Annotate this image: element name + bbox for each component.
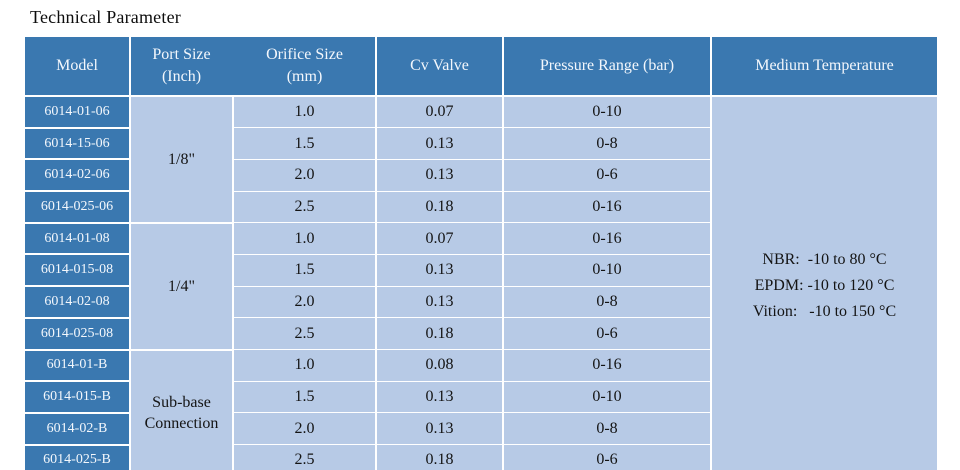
page-title: Technical Parameter [30, 7, 181, 27]
table-row: 6014-025-06 2.5 0.18 0-16 [25, 190, 937, 223]
cv-cell: 0.13 [375, 127, 503, 160]
model-cell: 6014-02-08 [25, 285, 130, 318]
column-header-orifice-size: Orifice Size (mm) [232, 37, 376, 97]
column-header-pressure-range: Pressure Range (bar) [502, 37, 711, 97]
orifice-cell: 2.0 [232, 412, 376, 445]
column-header-port-size: Port Size (Inch) [129, 37, 233, 97]
cv-cell: 0.18 [375, 317, 503, 350]
model-cell: 6014-01-06 [25, 95, 130, 128]
model-cell: 6014-02-06 [25, 158, 130, 192]
pressure-cell: 0-10 [502, 95, 711, 128]
pressure-cell: 0-8 [502, 412, 711, 445]
table-row: 6014-025-08 2.5 0.18 0-6 [25, 316, 937, 350]
header-row: Model Port Size (Inch) Orifice Size (mm)… [25, 37, 937, 97]
pressure-cell: 0-6 [502, 317, 711, 350]
orifice-cell: 1.5 [232, 253, 376, 287]
table-row: 6014-015-B 1.5 0.13 0-10 [25, 380, 937, 413]
port-size-cell: 1/8" [129, 95, 233, 223]
cv-cell: 0.08 [375, 349, 503, 382]
pressure-cell: 0-6 [502, 444, 711, 470]
technical-parameter-table: Model Port Size (Inch) Orifice Size (mm)… [25, 37, 937, 470]
cv-cell: 0.13 [375, 253, 503, 287]
pressure-cell: 0-6 [502, 158, 711, 192]
orifice-cell: 1.0 [232, 222, 376, 255]
table-row: 6014-01-08 1/4" 1.0 0.07 0-16 [25, 221, 937, 350]
model-cell: 6014-025-B [25, 443, 130, 470]
orifice-cell: 1.5 [232, 380, 376, 413]
pressure-cell: 0-10 [502, 253, 711, 287]
model-cell: 6014-02-B [25, 411, 130, 445]
orifice-cell: 2.5 [232, 317, 376, 350]
port-size-cell: Sub-base Connection [129, 348, 233, 470]
orifice-cell: 2.5 [232, 190, 376, 223]
pressure-cell: 0-16 [502, 190, 711, 223]
table-row: 6014-015-08 1.5 0.13 0-10 [25, 253, 937, 287]
table-row: 6014-02-08 2.0 0.13 0-8 [25, 285, 937, 318]
model-cell: 6014-015-08 [25, 253, 130, 287]
model-cell: 6014-015-B [25, 380, 130, 413]
pressure-cell: 0-16 [502, 222, 711, 255]
cv-cell: 0.18 [375, 444, 503, 470]
column-header-medium-temperature: Medium Temperature [710, 37, 937, 97]
cv-cell: 0.13 [375, 285, 503, 318]
orifice-cell: 2.5 [232, 444, 376, 470]
medium-temperature-line: Vition: -10 to 150 °C [752, 303, 897, 321]
cv-cell: 0.13 [375, 412, 503, 445]
table-row: 6014-02-06 2.0 0.13 0-6 [25, 158, 937, 192]
cv-cell: 0.07 [375, 222, 503, 255]
port-size-cell: 1/4" [129, 221, 233, 350]
table-row: 6014-01-B Sub-base Connection 1.0 0.08 0… [25, 348, 937, 470]
orifice-cell: 2.0 [232, 285, 376, 318]
orifice-cell: 1.5 [232, 127, 376, 160]
cv-cell: 0.13 [375, 158, 503, 192]
model-cell: 6014-025-08 [25, 316, 130, 350]
model-cell: 6014-025-06 [25, 190, 130, 223]
orifice-cell: 1.0 [232, 349, 376, 382]
cv-cell: 0.18 [375, 190, 503, 223]
pressure-cell: 0-8 [502, 285, 711, 318]
cv-cell: 0.13 [375, 380, 503, 413]
pressure-cell: 0-16 [502, 349, 711, 382]
table-row: 6014-02-B 2.0 0.13 0-8 [25, 411, 937, 445]
cv-cell: 0.07 [375, 95, 503, 128]
medium-temperature-line: NBR: -10 to 80 °C [762, 251, 887, 269]
pressure-cell: 0-8 [502, 127, 711, 160]
table-row: 6014-15-06 1.5 0.13 0-8 [25, 126, 937, 160]
model-cell: 6014-01-B [25, 348, 130, 382]
pressure-cell: 0-10 [502, 380, 711, 413]
column-header-cv-valve: Cv Valve [375, 37, 503, 97]
medium-temperature-line: EPDM: -10 to 120 °C [754, 277, 895, 295]
orifice-cell: 1.0 [232, 95, 376, 128]
medium-temperature-cell: NBR: -10 to 80 °C EPDM: -10 to 120 °C Vi… [710, 94, 937, 470]
table-row: 6014-01-06 1/8" 1.0 0.07 0-10 NBR: -10 t… [25, 94, 937, 470]
model-cell: 6014-15-06 [25, 126, 130, 160]
table-row: 6014-025-B 2.5 0.18 0-6 [25, 443, 937, 470]
orifice-cell: 2.0 [232, 158, 376, 192]
column-header-model: Model [25, 37, 130, 97]
model-cell: 6014-01-08 [25, 221, 130, 255]
